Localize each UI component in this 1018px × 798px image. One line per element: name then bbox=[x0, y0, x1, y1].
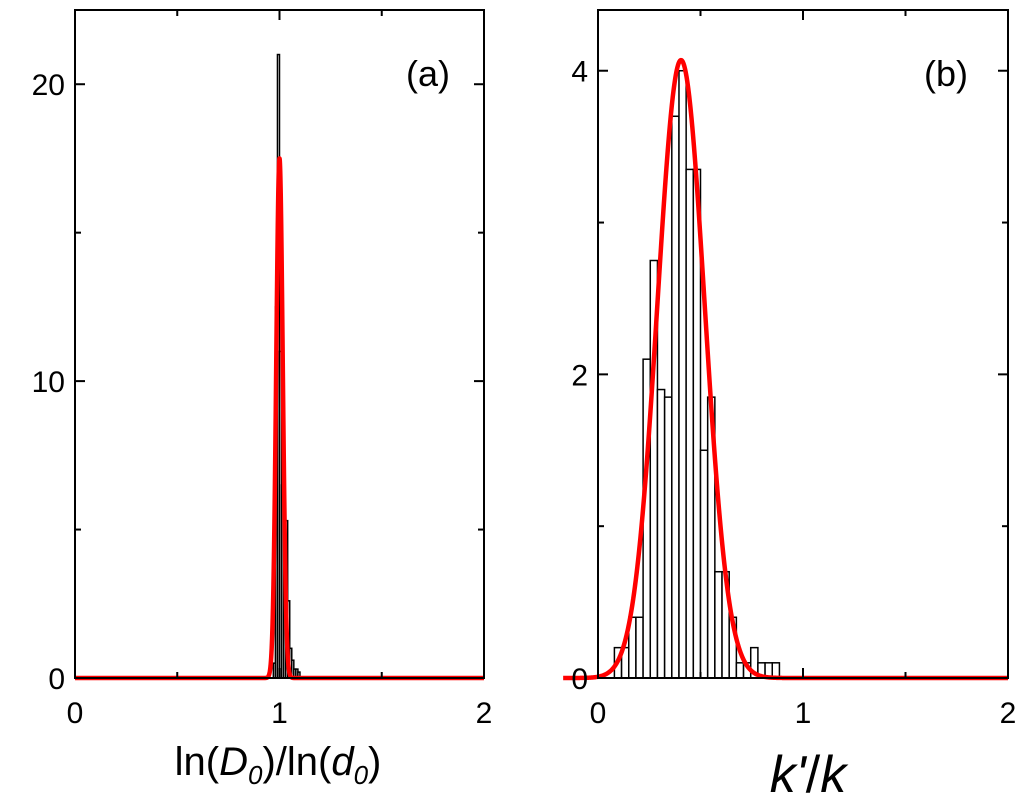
y-tick-labels-a: 0 10 20 bbox=[32, 69, 65, 696]
histogram-bar bbox=[635, 616, 644, 679]
x-axis-label-b: k'/k bbox=[770, 746, 849, 798]
y-tick-label: 20 bbox=[32, 69, 65, 102]
x-tick-label: 0 bbox=[67, 697, 84, 730]
x-tick-label: 1 bbox=[271, 697, 288, 730]
histogram-bar bbox=[714, 570, 723, 679]
histogram-bar bbox=[735, 662, 745, 679]
x-tick-label: 0 bbox=[590, 697, 607, 730]
y-tick-label: 4 bbox=[571, 56, 588, 89]
histogram-bar bbox=[656, 388, 666, 679]
panel-label-a: (a) bbox=[406, 53, 450, 94]
y-tick-labels-b: 0 2 4 bbox=[571, 56, 588, 696]
x-tick-label: 2 bbox=[476, 697, 493, 730]
y-tick-label: 10 bbox=[32, 366, 65, 399]
histogram-bar bbox=[663, 396, 673, 679]
histogram-bar bbox=[671, 115, 680, 679]
axis-ticks-b bbox=[597, 10, 1009, 679]
axis-ticks-a bbox=[74, 10, 485, 679]
panel-label-b: (b) bbox=[924, 53, 968, 94]
histogram-bar bbox=[678, 69, 687, 679]
y-tick-label: 0 bbox=[571, 663, 588, 696]
histogram-bar bbox=[685, 168, 695, 679]
x-tick-labels-a: 0 1 2 bbox=[67, 697, 493, 730]
fit-curve-b bbox=[561, 57, 1010, 681]
panel-b: 0 1 2 0 2 4 (b) k'/k bbox=[561, 9, 1017, 798]
x-axis-label-a: ln(D0)/ln(d0) bbox=[175, 740, 382, 790]
histogram-bars-b bbox=[613, 69, 781, 679]
x-tick-labels-b: 0 1 2 bbox=[590, 697, 1017, 730]
x-tick-label: 2 bbox=[1000, 697, 1017, 730]
y-tick-label: 2 bbox=[571, 359, 588, 392]
histogram-bar bbox=[699, 449, 709, 679]
x-tick-label: 1 bbox=[795, 697, 812, 730]
panel-a: 0 1 2 0 10 20 (a) ln(D0)/ln(d0) bbox=[32, 9, 493, 790]
y-tick-label: 0 bbox=[48, 663, 65, 696]
